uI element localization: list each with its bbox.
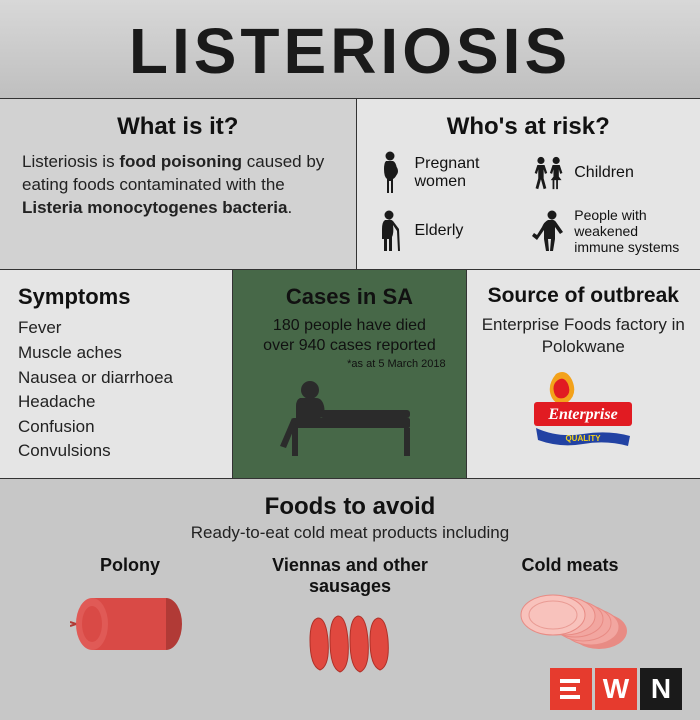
foods-panel: Foods to avoid Ready-to-eat cold meat pr… [0,479,700,720]
cases-line2: over 940 cases reported [245,336,453,356]
svg-text:QUALITY: QUALITY [566,434,602,443]
risk-item-pregnant: Pregnant women [373,151,525,195]
food-label: Cold meats [470,555,670,576]
row-symptoms-cases-source: Symptoms Fever Muscle aches Nausea or di… [0,270,700,479]
cases-heading: Cases in SA [245,284,453,310]
children-icon [532,151,566,195]
risk-label: People with weakened immune systems [574,207,684,255]
svg-text:Enterprise: Enterprise [548,406,618,423]
weak-immune-icon [532,209,566,253]
row-whatis-whorisk: What is it? Listeriosis is food poisonin… [0,99,700,270]
polony-icon [30,584,230,664]
risk-label: Children [574,164,634,182]
symptom-item: Nausea or diarrhoea [18,366,214,391]
foods-heading: Foods to avoid [20,493,680,521]
food-item-polony: Polony [30,555,230,664]
ewn-logo: W N [550,668,682,710]
source-text: Enterprise Foods factory in Polokwane [481,314,686,358]
risk-grid: Pregnant women Children Elderly [373,151,685,255]
foods-grid: Polony Viennas and other sausages [20,555,680,684]
ewn-e [550,668,592,710]
coldmeats-icon [470,584,670,664]
risk-label: Elderly [415,222,464,240]
title-bar: LISTERIOSIS [0,0,700,99]
symptom-item: Convulsions [18,439,214,464]
source-heading: Source of outbreak [481,284,686,308]
sausages-icon [250,605,450,685]
cases-line1: 180 people have died [245,316,453,336]
main-title: LISTERIOSIS [0,14,700,88]
symptom-item: Confusion [18,415,214,440]
risk-item-elderly: Elderly [373,207,525,255]
who-risk-heading: Who's at risk? [373,113,685,141]
ewn-w: W [595,668,637,710]
hospital-bed-icon [245,376,453,458]
symptom-item: Headache [18,390,214,415]
elderly-icon [373,209,407,253]
symptoms-heading: Symptoms [18,284,214,310]
ewn-n: N [640,668,682,710]
pregnant-icon [373,151,407,195]
symptoms-panel: Symptoms Fever Muscle aches Nausea or di… [0,270,233,478]
food-label: Polony [30,555,230,576]
symptom-item: Fever [18,316,214,341]
enterprise-logo: Enterprise QUALITY [481,372,686,448]
what-is-text: Listeriosis is food poisoning caused by … [22,151,334,220]
risk-item-weak-immune: People with weakened immune systems [532,207,684,255]
foods-sub: Ready-to-eat cold meat products includin… [20,523,680,543]
symptom-item: Muscle aches [18,341,214,366]
what-is-heading: What is it? [22,113,334,141]
infographic-container: LISTERIOSIS What is it? Listeriosis is f… [0,0,700,720]
source-panel: Source of outbreak Enterprise Foods fact… [467,270,700,478]
symptoms-list: Fever Muscle aches Nausea or diarrhoea H… [18,316,214,464]
risk-label: Pregnant women [415,155,525,192]
risk-item-children: Children [532,151,684,195]
what-is-panel: What is it? Listeriosis is food poisonin… [0,99,357,269]
food-label: Viennas and other sausages [250,555,450,596]
cases-panel: Cases in SA 180 people have died over 94… [233,270,466,478]
food-item-coldmeats: Cold meats [470,555,670,664]
who-risk-panel: Who's at risk? Pregnant women Children [357,99,700,269]
cases-note: *as at 5 March 2018 [245,358,453,370]
food-item-sausages: Viennas and other sausages [250,555,450,684]
